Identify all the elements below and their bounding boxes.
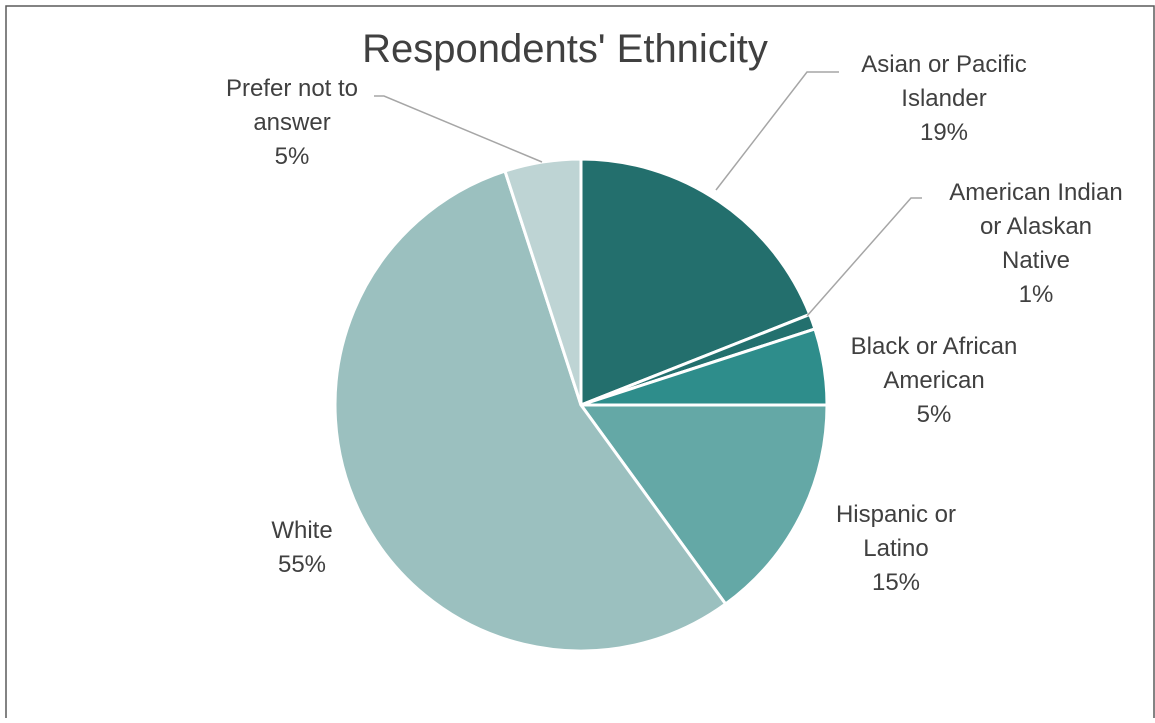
data-label-category-line: Native — [1002, 247, 1070, 274]
chart-title: Respondents' Ethnicity — [362, 27, 768, 71]
data-labels: Asian or Pacific Islander 19% American Indi… — [226, 51, 1123, 596]
leader-line-prefer-not-to-answer — [374, 95, 543, 163]
data-label-category-line: or Alaskan — [980, 213, 1092, 240]
data-label-value: 1% — [1019, 281, 1054, 308]
data-label-value: 55% — [278, 551, 326, 578]
data-label-category-line: answer — [253, 109, 330, 136]
data-label-value: 15% — [872, 569, 920, 596]
data-label-category-line: American Indian — [949, 179, 1122, 206]
leader-line-asian-or-pacific-islander — [715, 71, 839, 191]
data-label-category-line: Black or African — [851, 333, 1018, 360]
data-label-value: 19% — [920, 119, 968, 146]
data-label-category-line: White — [271, 517, 332, 544]
leader-lines — [374, 71, 922, 317]
pie-slice-white — [333, 169, 728, 653]
pie-slices — [333, 157, 829, 653]
pie-slice-asian-or-pacific-islander — [579, 157, 812, 407]
data-label-category-line: Islander — [901, 85, 986, 112]
data-label-prefer-not-to-answer: Prefer not to answer 5% — [226, 75, 358, 170]
data-label-american-indian-or-alaskan-native: American Indian or Alaskan Native 1% — [949, 179, 1122, 308]
data-label-value: 5% — [275, 143, 310, 170]
data-label-white: White 55% — [271, 517, 332, 578]
pie-slice-hispanic-or-latino — [579, 403, 829, 606]
data-label-black-or-african-american: Black or African American 5% — [851, 333, 1018, 428]
data-label-asian-or-pacific-islander: Asian or Pacific Islander 19% — [861, 51, 1026, 146]
data-label-category-line: American — [883, 367, 984, 394]
leader-line-american-indian-or-alaskan-native — [806, 197, 922, 317]
data-label-category-line: Prefer not to — [226, 75, 358, 102]
data-label-category-line: Hispanic or — [836, 501, 956, 528]
pie-slice-prefer-not-to-answer — [503, 157, 583, 407]
data-label-category-line: Latino — [863, 535, 928, 562]
data-label-value: 5% — [917, 401, 952, 428]
data-label-hispanic-or-latino: Hispanic or Latino 15% — [836, 501, 956, 596]
data-label-category-line: Asian or Pacific — [861, 51, 1026, 78]
